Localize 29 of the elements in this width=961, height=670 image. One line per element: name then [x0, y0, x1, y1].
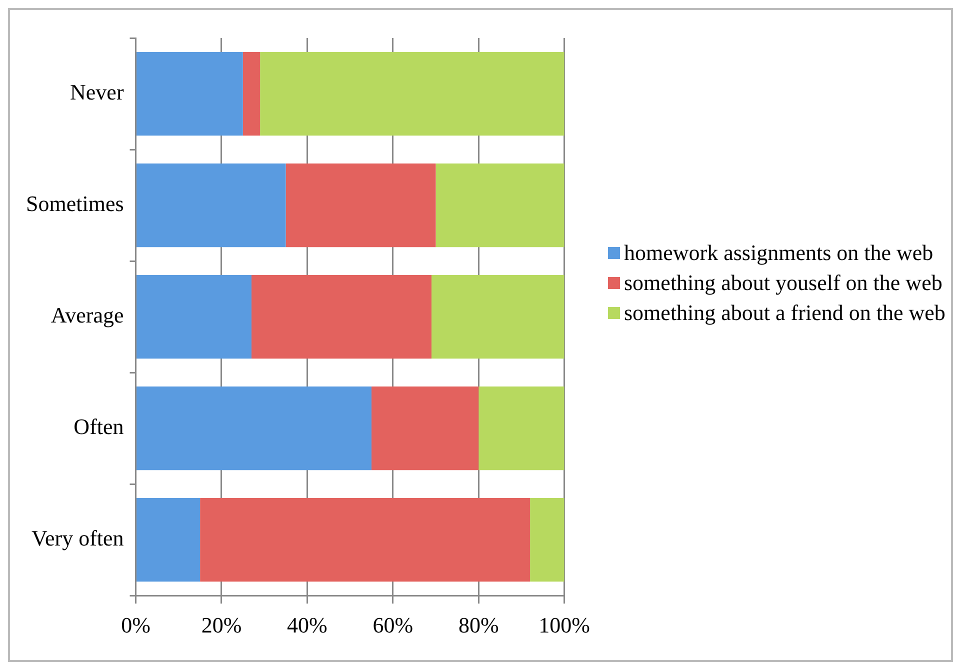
x-tick-label: 40% — [287, 612, 328, 638]
bar — [136, 386, 372, 470]
bar — [286, 163, 436, 248]
bar — [371, 386, 479, 470]
bar — [530, 498, 564, 582]
bar — [260, 52, 564, 136]
bar — [136, 52, 243, 136]
x-tick-label: 60% — [372, 612, 414, 638]
bar — [136, 498, 200, 582]
legend-label: something about youself on the web — [624, 269, 942, 297]
x-tick-label: 80% — [458, 612, 499, 638]
bar — [251, 274, 432, 359]
bar — [478, 386, 564, 470]
bar — [431, 274, 564, 359]
y-tick-label: Often — [74, 414, 124, 440]
x-tick-label: 0% — [121, 612, 150, 638]
x-tick-label: 100% — [538, 612, 590, 638]
y-tick-label: Sometimes — [26, 191, 124, 216]
y-tick-label: Very often — [32, 526, 124, 551]
legend-label: homework assignments on the web — [624, 239, 934, 267]
x-tick-label: 20% — [201, 612, 242, 638]
bar — [242, 52, 260, 136]
bar — [436, 163, 564, 248]
bar — [136, 163, 286, 248]
y-tick-label: Never — [70, 80, 124, 105]
bar — [136, 274, 252, 359]
y-tick-label: Average — [50, 302, 124, 328]
legend-label: something about a friend on the web — [624, 299, 946, 327]
bar — [200, 498, 530, 582]
